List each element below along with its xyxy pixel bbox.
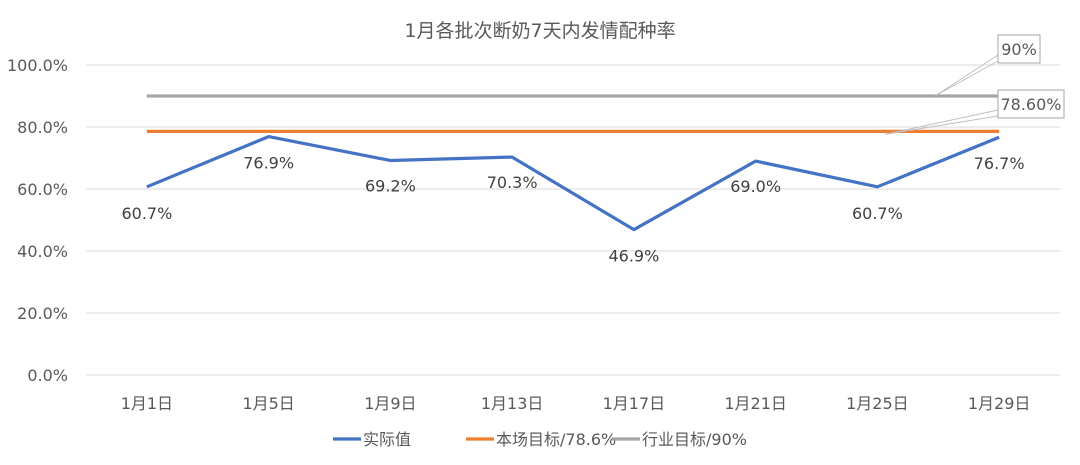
y-axis: 0.0% 20.0% 40.0% 60.0% 80.0% 100.0%	[7, 56, 68, 385]
data-label: 76.9%	[243, 154, 294, 173]
x-tick-label: 1月21日	[724, 394, 787, 413]
data-label: 76.7%	[974, 154, 1025, 173]
x-tick-label: 1月29日	[968, 394, 1031, 413]
x-tick-label: 1月9日	[364, 394, 416, 413]
data-label: 60.7%	[121, 204, 172, 223]
callout-leader	[934, 60, 999, 97]
callout-leader	[884, 109, 999, 135]
x-tick-label: 1月17日	[603, 394, 666, 413]
callout-leader	[934, 54, 999, 97]
y-tick-label: 60.0%	[17, 180, 68, 199]
x-tick-label: 1月5日	[242, 394, 294, 413]
data-labels: 60.7% 76.9% 69.2% 70.3% 46.9% 69.0% 60.7% 76.7%	[121, 154, 1024, 266]
legend: 实际值 本场目标/78.6% 行业目标/90%	[333, 430, 747, 449]
callout-label: 90%	[1001, 40, 1037, 59]
chart-title: 1月各批次断奶7天内发情配种率	[404, 20, 675, 42]
series-group	[146, 94, 1000, 232]
x-tick-label: 1月1日	[121, 394, 173, 413]
legend-label: 行业目标/90%	[642, 430, 747, 449]
callout-leader	[884, 115, 999, 135]
x-tick-label: 1月25日	[846, 394, 909, 413]
data-label: 60.7%	[852, 204, 903, 223]
y-tick-label: 20.0%	[17, 304, 68, 323]
gridlines	[86, 64, 1060, 376]
callouts: 90% 78.60%	[884, 34, 1065, 135]
data-label: 69.0%	[730, 177, 781, 196]
x-axis: 1月1日 1月5日 1月9日 1月13日 1月17日 1月21日 1月25日 1月29日	[121, 394, 1031, 413]
callout-box	[997, 89, 1065, 119]
y-tick-label: 40.0%	[17, 242, 68, 261]
series-line-0	[146, 135, 1000, 232]
legend-label: 本场目标/78.6%	[496, 430, 616, 449]
callout-box	[997, 34, 1041, 64]
data-label: 69.2%	[365, 176, 416, 195]
data-label: 70.3%	[487, 173, 538, 192]
data-label: 46.9%	[608, 247, 659, 266]
y-tick-label: 0.0%	[27, 366, 68, 385]
y-tick-label: 100.0%	[7, 56, 68, 75]
legend-label: 实际值	[363, 430, 411, 449]
callout-label: 78.60%	[1000, 95, 1061, 114]
y-tick-label: 80.0%	[17, 118, 68, 137]
x-tick-label: 1月13日	[481, 394, 544, 413]
